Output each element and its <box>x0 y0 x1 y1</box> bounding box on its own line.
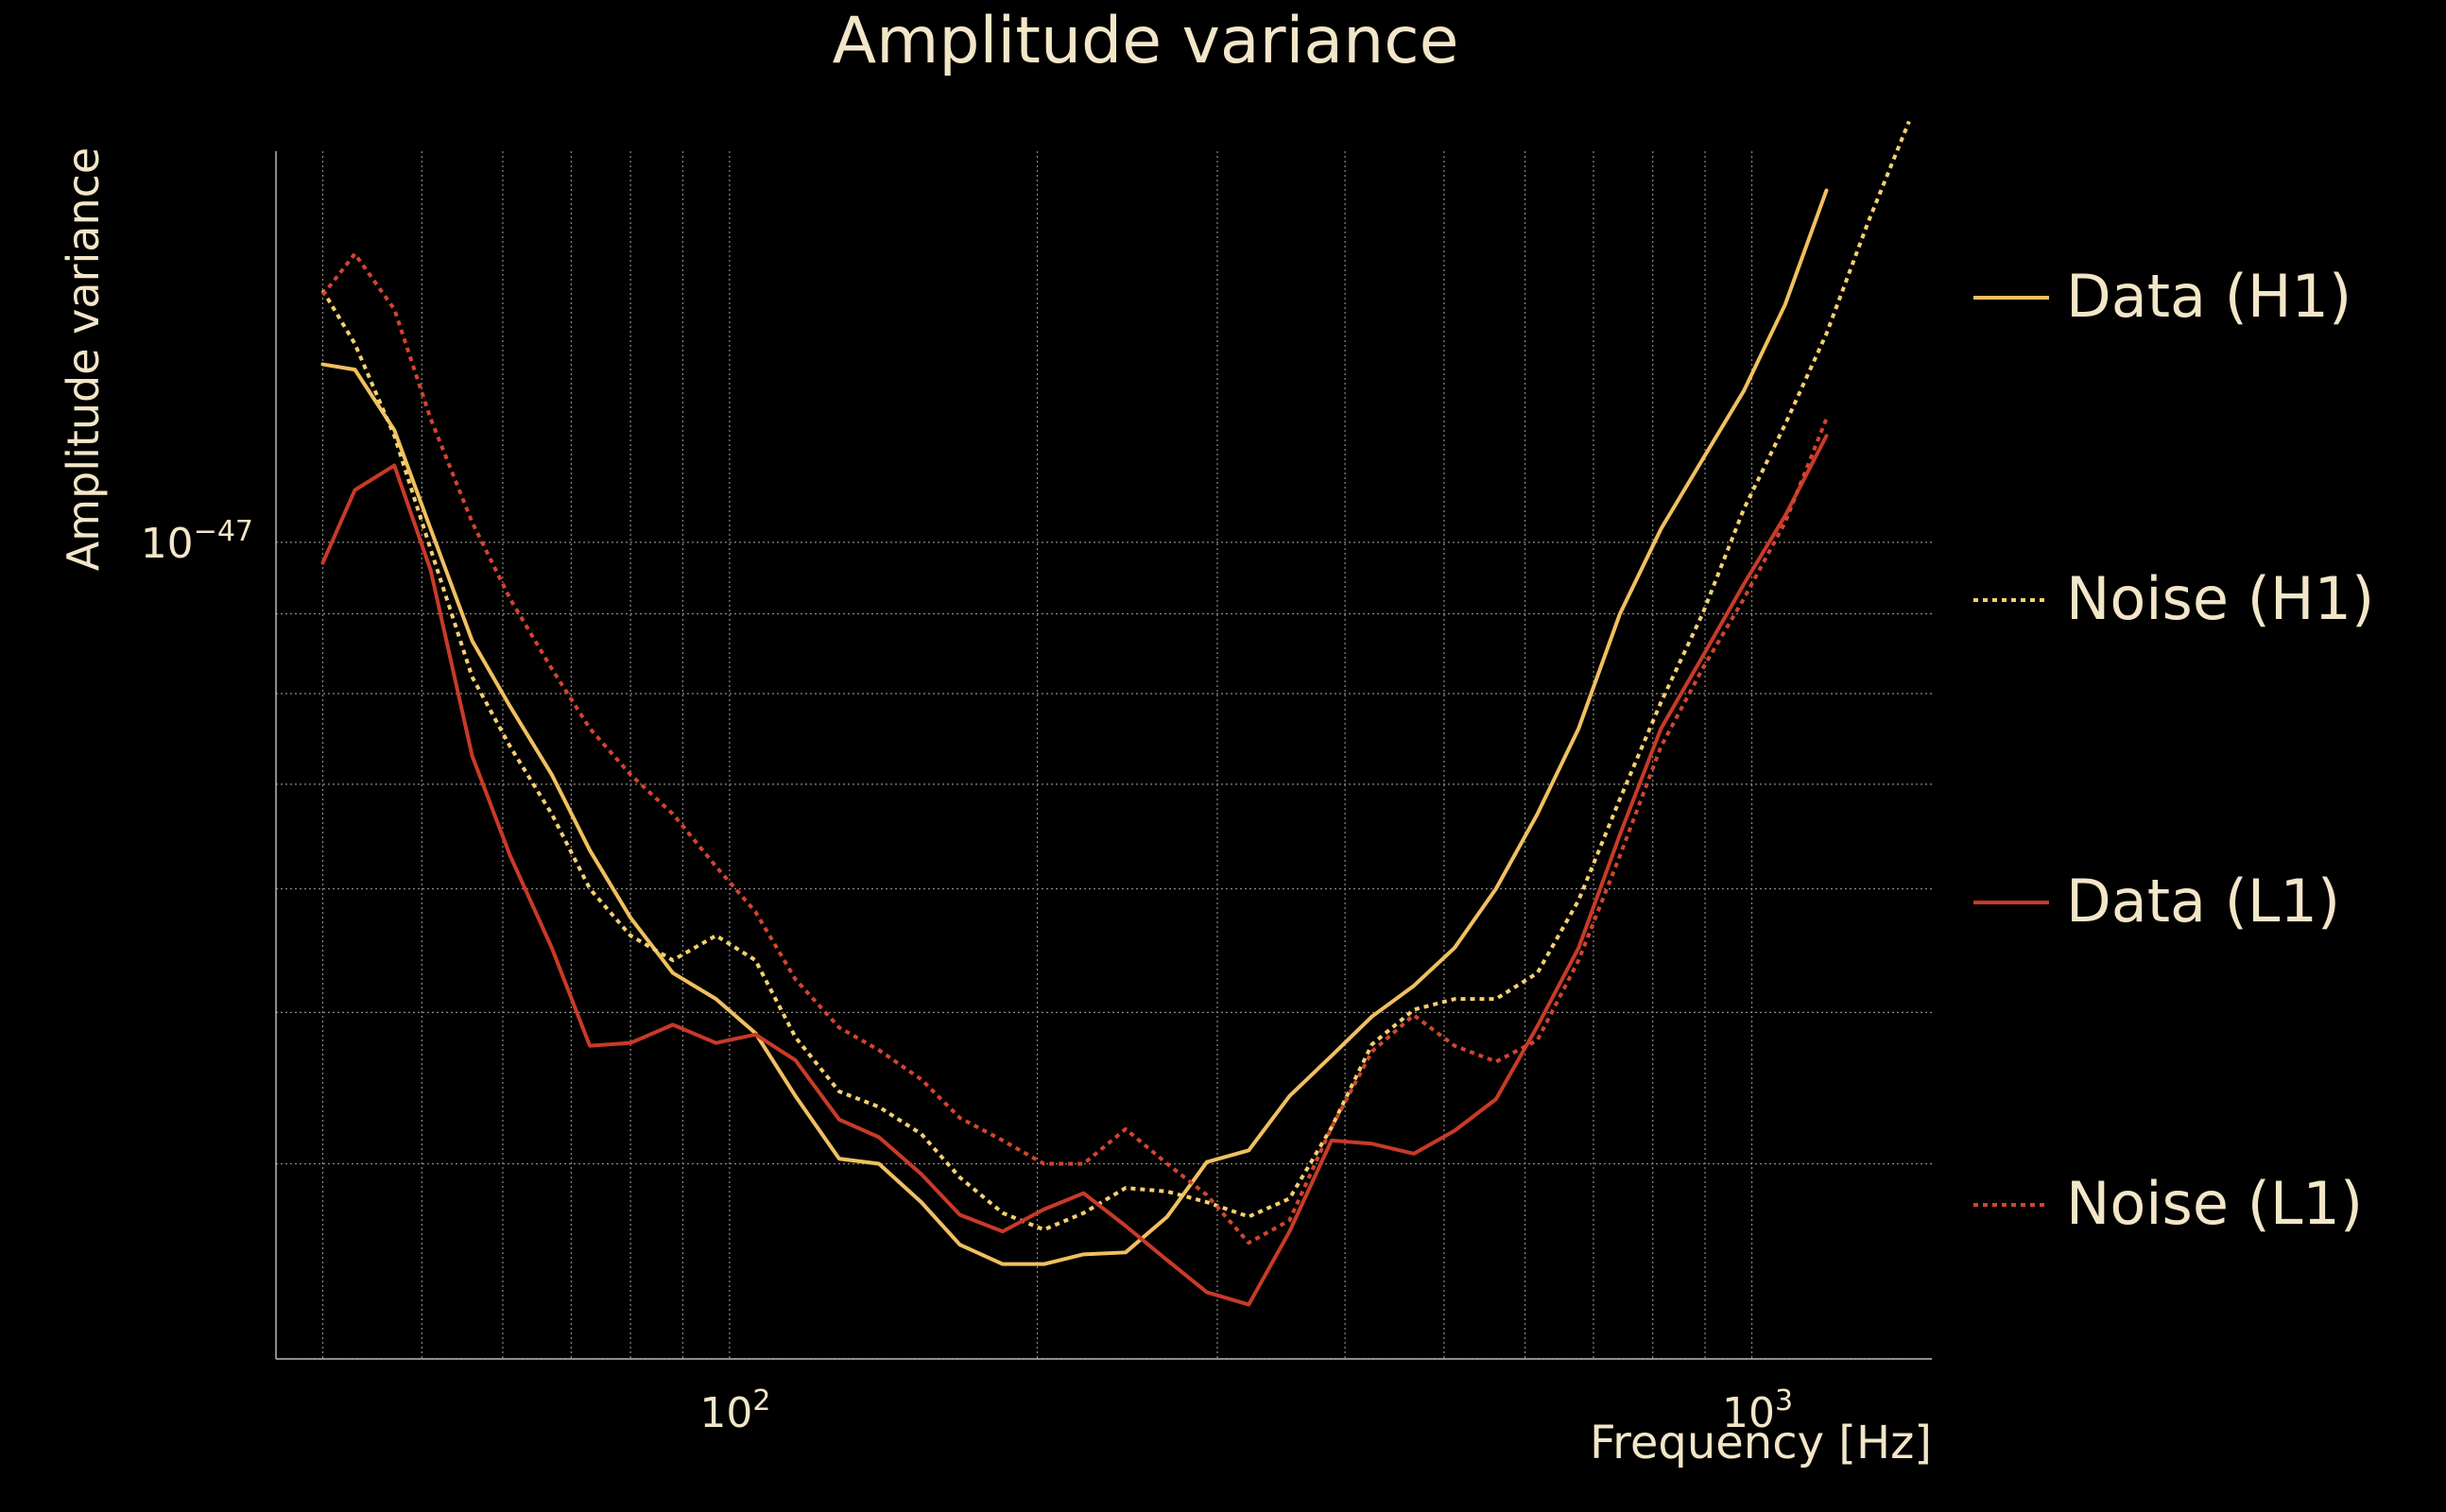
legend-label-data-h1: Data (H1) <box>2066 262 2351 331</box>
y-tick-labels: 10−47 <box>141 515 253 568</box>
x-tick-label: 102 <box>699 1384 770 1437</box>
series-line-noise-h1 <box>320 120 1911 1232</box>
y-tick-label: 10−47 <box>141 515 253 568</box>
series-line-data-h1 <box>320 188 1829 1266</box>
legend-label-noise-l1: Noise (L1) <box>2066 1169 2363 1238</box>
series-lines <box>320 120 1911 1307</box>
legend-label-noise-h1: Noise (H1) <box>2066 564 2374 633</box>
series-line-data-l1 <box>320 434 1829 1307</box>
y-axis-label: Amplitude variance <box>58 147 109 571</box>
axes <box>275 151 1932 1360</box>
x-tick-labels: 102 103 <box>699 1384 1793 1437</box>
legend: Data (H1) Noise (H1) Data (L1) Noise (L1) <box>1973 262 2374 1238</box>
x-tick-label: 103 <box>1722 1384 1793 1437</box>
legend-label-data-l1: Data (L1) <box>2066 867 2340 936</box>
x-axis-label: Frequency [Hz] <box>1590 1417 1932 1469</box>
chart-title: Amplitude variance <box>833 4 1459 78</box>
